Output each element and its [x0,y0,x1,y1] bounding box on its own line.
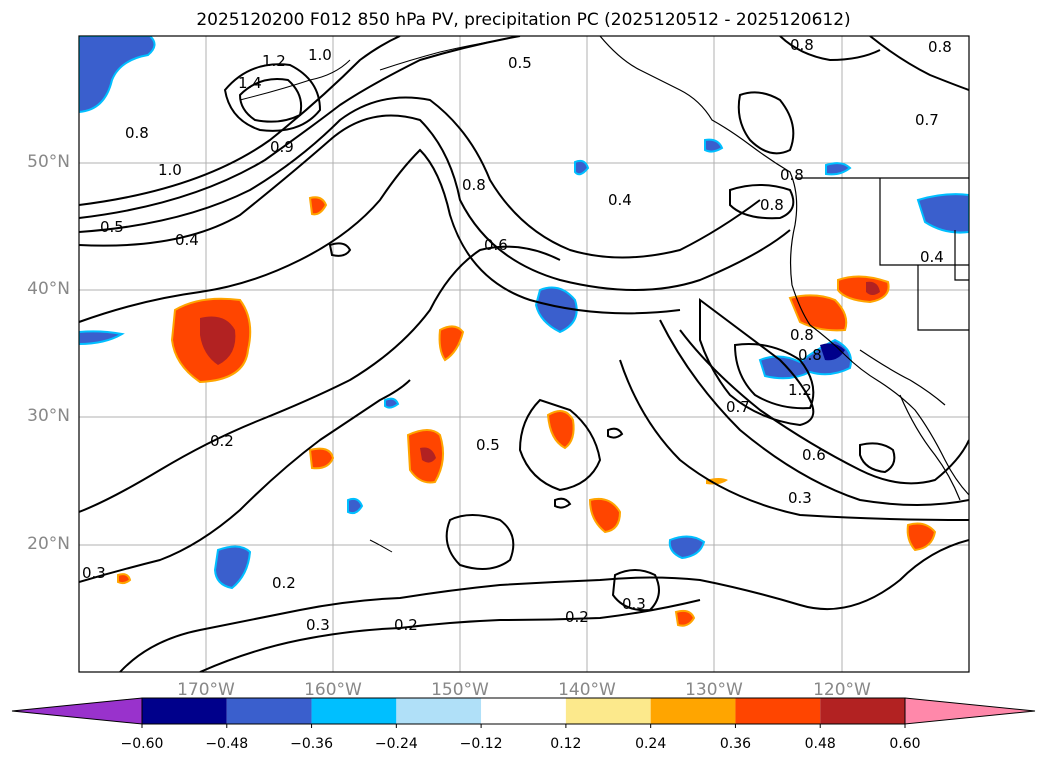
contour-label: 0.2 [210,432,234,450]
lon-label: 130°W [685,680,743,700]
contour-label: 0.2 [272,574,296,592]
colorbar-extend-high [904,697,1036,725]
contour-label: 0.2 [565,608,589,626]
contour-label: 1.2 [788,381,812,399]
contour-label: 1.0 [158,161,182,179]
contour-label: 0.6 [802,446,826,464]
colorbar-tick-label: 0.24 [635,736,667,752]
contour-label: 0.8 [790,36,814,54]
colorbar-tick-label: −0.48 [205,736,249,752]
colorbar-segment [735,698,821,724]
colorbar-tick-label: 0.60 [889,736,921,752]
precip-negative-patches [79,36,969,590]
contour-label: 0.3 [788,489,812,507]
contour-label: 0.4 [175,231,199,249]
colorbar-tick-label: 0.36 [719,736,752,752]
lon-label: 140°W [558,680,616,700]
contour-label: 0.7 [915,111,939,129]
colorbar-segment [142,698,227,724]
colorbar-segment [565,698,651,724]
contour-label: 0.2 [394,616,418,634]
contour-label: 0.5 [100,218,124,236]
colorbar-tick-label: −0.36 [290,736,333,752]
colorbar-tick-label: 0.48 [804,736,836,752]
contour-label: 0.3 [306,616,330,634]
contour-label: 0.4 [920,248,944,266]
colorbar-segment [311,698,397,724]
contour-label: 0.8 [928,38,952,56]
lon-label: 120°W [813,680,871,700]
colorbar-tick-label: 0.12 [550,736,582,752]
contour-label: 0.7 [726,398,750,416]
contour-label: 1.2 [262,52,286,70]
contour-label: 0.8 [125,124,149,142]
contour-label: 0.9 [270,138,294,156]
map-title: 2025120200 F012 850 hPa PV, precipitatio… [196,10,851,30]
lat-label: 40°N [27,279,70,299]
contour-label: 0.4 [608,191,632,209]
colorbar-segment [226,698,312,724]
contour-label: 0.8 [780,166,804,184]
colorbar-tick-label: −0.24 [374,736,418,752]
contour-label: 0.6 [484,236,508,254]
lon-label: 150°W [431,680,489,700]
precip-positive-patches [117,196,937,627]
lat-label: 50°N [27,152,70,172]
colorbar [11,697,1036,728]
contour-label: 0.3 [82,564,106,582]
colorbar-segment [396,698,482,724]
plot-frame [78,35,970,673]
contour-label: 0.3 [622,595,646,613]
lon-label: 170°W [177,680,235,700]
colorbar-segment [820,698,905,724]
lat-label: 20°N [27,534,70,554]
colorbar-tick-label: −0.12 [459,736,503,752]
contour-label: 0.8 [798,346,822,364]
contour-label: 0.8 [790,326,814,344]
colorbar-segment [650,698,736,724]
colorbar-tick-label: −0.60 [120,736,164,752]
contour-label: 0.5 [508,54,532,72]
contour-label: 0.8 [462,176,486,194]
colorbar-frame [141,697,906,725]
colorbar-segment [481,698,566,724]
map-plot: 1.2 1.0 1.4 0.8 0.9 1.0 0.8 0.5 0.4 0.5 … [78,35,970,673]
contour-label: 1.0 [308,46,332,64]
contour-label: 0.5 [476,436,500,454]
pv-contours [79,36,969,672]
lon-label: 160°W [304,680,362,700]
contour-label: 1.4 [238,74,262,92]
colorbar-extend-low [11,697,143,725]
lat-label: 30°N [27,406,70,426]
contour-label: 0.8 [760,196,784,214]
